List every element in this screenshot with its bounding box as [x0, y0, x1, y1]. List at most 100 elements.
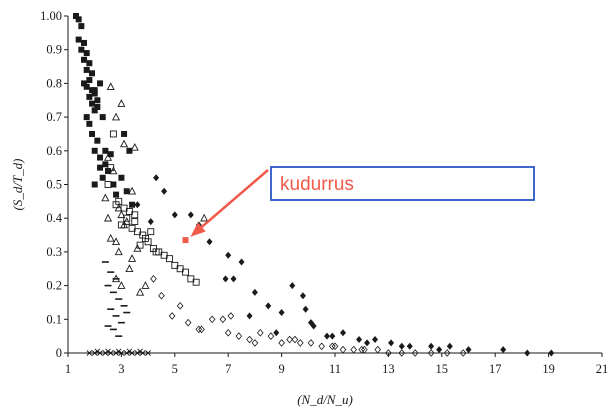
data-point-filled-square — [113, 191, 120, 198]
x-tick-label: 13 — [382, 362, 395, 376]
data-point-filled-diamond — [446, 342, 453, 350]
data-point-open-square — [166, 255, 173, 263]
data-point-filled-diamond — [230, 275, 237, 283]
data-point-open-square — [141, 234, 149, 242]
data-point-filled-square — [89, 130, 96, 137]
data-point-open-diamond — [278, 339, 285, 347]
data-point-open-diamond — [350, 345, 358, 354]
data-point-open-diamond — [296, 339, 304, 347]
data-point-open-diamond — [168, 312, 176, 320]
data-point-open-diamond — [328, 342, 336, 351]
data-point-open-diamond — [176, 302, 184, 310]
data-point-open-square — [131, 211, 139, 219]
data-point-filled-square — [94, 103, 101, 110]
data-point-open-square — [152, 248, 160, 256]
data-point-filled-square — [102, 147, 109, 154]
data-point-filled-square — [121, 130, 128, 137]
data-point-filled-diamond — [356, 336, 363, 344]
data-point-filled-diamond — [436, 346, 443, 354]
data-point-cross — [137, 348, 143, 355]
data-point-filled-square — [89, 70, 96, 77]
data-point-open-diamond — [246, 335, 253, 344]
data-point-filled-diamond — [372, 336, 379, 344]
data-point-open-triangle — [114, 247, 123, 256]
data-point-filled-square — [83, 50, 90, 57]
y-tick-label: 0.4 — [46, 211, 62, 225]
data-point-open-square — [192, 278, 200, 286]
x-axis-title: (N_d/N_u) — [297, 392, 353, 407]
data-point-filled-square — [123, 188, 130, 195]
data-point-open-diamond — [318, 342, 325, 351]
y-tick-label: 0.5 — [46, 178, 62, 192]
data-point-open-diamond — [251, 339, 259, 347]
data-point-filled-diamond — [171, 211, 178, 219]
data-point-open-diamond — [443, 349, 451, 357]
data-point-filled-square — [83, 83, 90, 90]
data-point-open-diamond — [219, 315, 227, 324]
data-point-filled-diamond — [329, 332, 336, 340]
data-point-open-triangle — [200, 213, 209, 222]
y-tick-label: 0.3 — [46, 245, 62, 259]
data-point-open-triangle — [130, 142, 139, 151]
data-point-filled-diamond — [398, 342, 405, 350]
data-point-filled-square — [91, 90, 98, 97]
x-tick-label: 21 — [596, 362, 609, 376]
data-point-open-square — [136, 241, 144, 249]
data-point-open-triangle — [112, 112, 121, 121]
data-point-open-triangle — [120, 139, 129, 148]
data-point-open-triangle — [117, 99, 126, 107]
data-point-filled-diamond — [134, 201, 141, 209]
y-tick-label: 1.00 — [40, 9, 62, 23]
data-point-filled-square — [81, 56, 88, 63]
data-point-filled-diamond — [524, 349, 531, 357]
y-tick-label: 0.6 — [46, 144, 62, 158]
data-point-filled-square — [94, 97, 101, 104]
annotation-arrow-line — [192, 169, 269, 236]
data-point-filled-diamond — [548, 349, 555, 357]
x-tick-label: 11 — [329, 362, 341, 376]
data-point-filled-square — [102, 161, 109, 168]
data-point-open-square — [104, 181, 112, 188]
data-point-filled-square — [91, 147, 98, 154]
data-point-filled-diamond — [187, 211, 194, 219]
data-point-open-triangle — [125, 264, 134, 272]
data-point-filled-diamond — [153, 174, 160, 182]
data-point-open-diamond — [459, 349, 467, 357]
data-point-filled-square — [83, 114, 90, 121]
data-point-open-square — [147, 228, 155, 236]
data-point-cross — [139, 350, 146, 356]
data-point-open-diamond — [374, 345, 382, 354]
data-point-cross — [115, 348, 122, 355]
data-point-open-square — [131, 218, 139, 226]
data-point-open-diamond — [307, 339, 315, 347]
data-point-filled-square — [91, 181, 98, 188]
data-point-cross — [145, 350, 151, 356]
annotation-arrow-head — [190, 222, 206, 237]
data-point-filled-diamond — [238, 258, 245, 266]
data-point-open-triangle — [104, 153, 113, 161]
data-point-open-diamond — [385, 349, 392, 357]
x-tick-label: 15 — [436, 362, 449, 376]
data-point-open-diamond — [224, 328, 232, 337]
data-point-open-diamond — [331, 342, 339, 351]
data-point-filled-diamond — [222, 275, 229, 283]
x-tick-label: 7 — [225, 362, 231, 376]
x-tick-label: 17 — [489, 362, 502, 376]
data-points — [73, 13, 555, 357]
data-point-open-diamond — [398, 349, 406, 357]
data-point-open-diamond — [208, 315, 216, 324]
data-point-filled-square — [86, 60, 93, 67]
data-point-open-diamond — [198, 325, 205, 334]
data-point-filled-diamond — [364, 339, 371, 347]
data-point-cross — [134, 350, 141, 356]
data-point-cross — [118, 350, 125, 356]
data-point-filled-diamond — [406, 342, 413, 350]
data-point-filled-diamond — [340, 329, 347, 337]
data-point-cross — [107, 350, 114, 356]
axes: 00.10.20.30.40.50.60.70.80.91.001 3 5 7 9 11 1… — [10, 9, 608, 407]
data-point-cross — [105, 348, 111, 355]
data-point-filled-square — [99, 114, 106, 121]
data-point-filled-square — [81, 80, 88, 87]
data-point-open-square — [107, 164, 115, 172]
data-point-filled-diamond — [428, 342, 435, 350]
